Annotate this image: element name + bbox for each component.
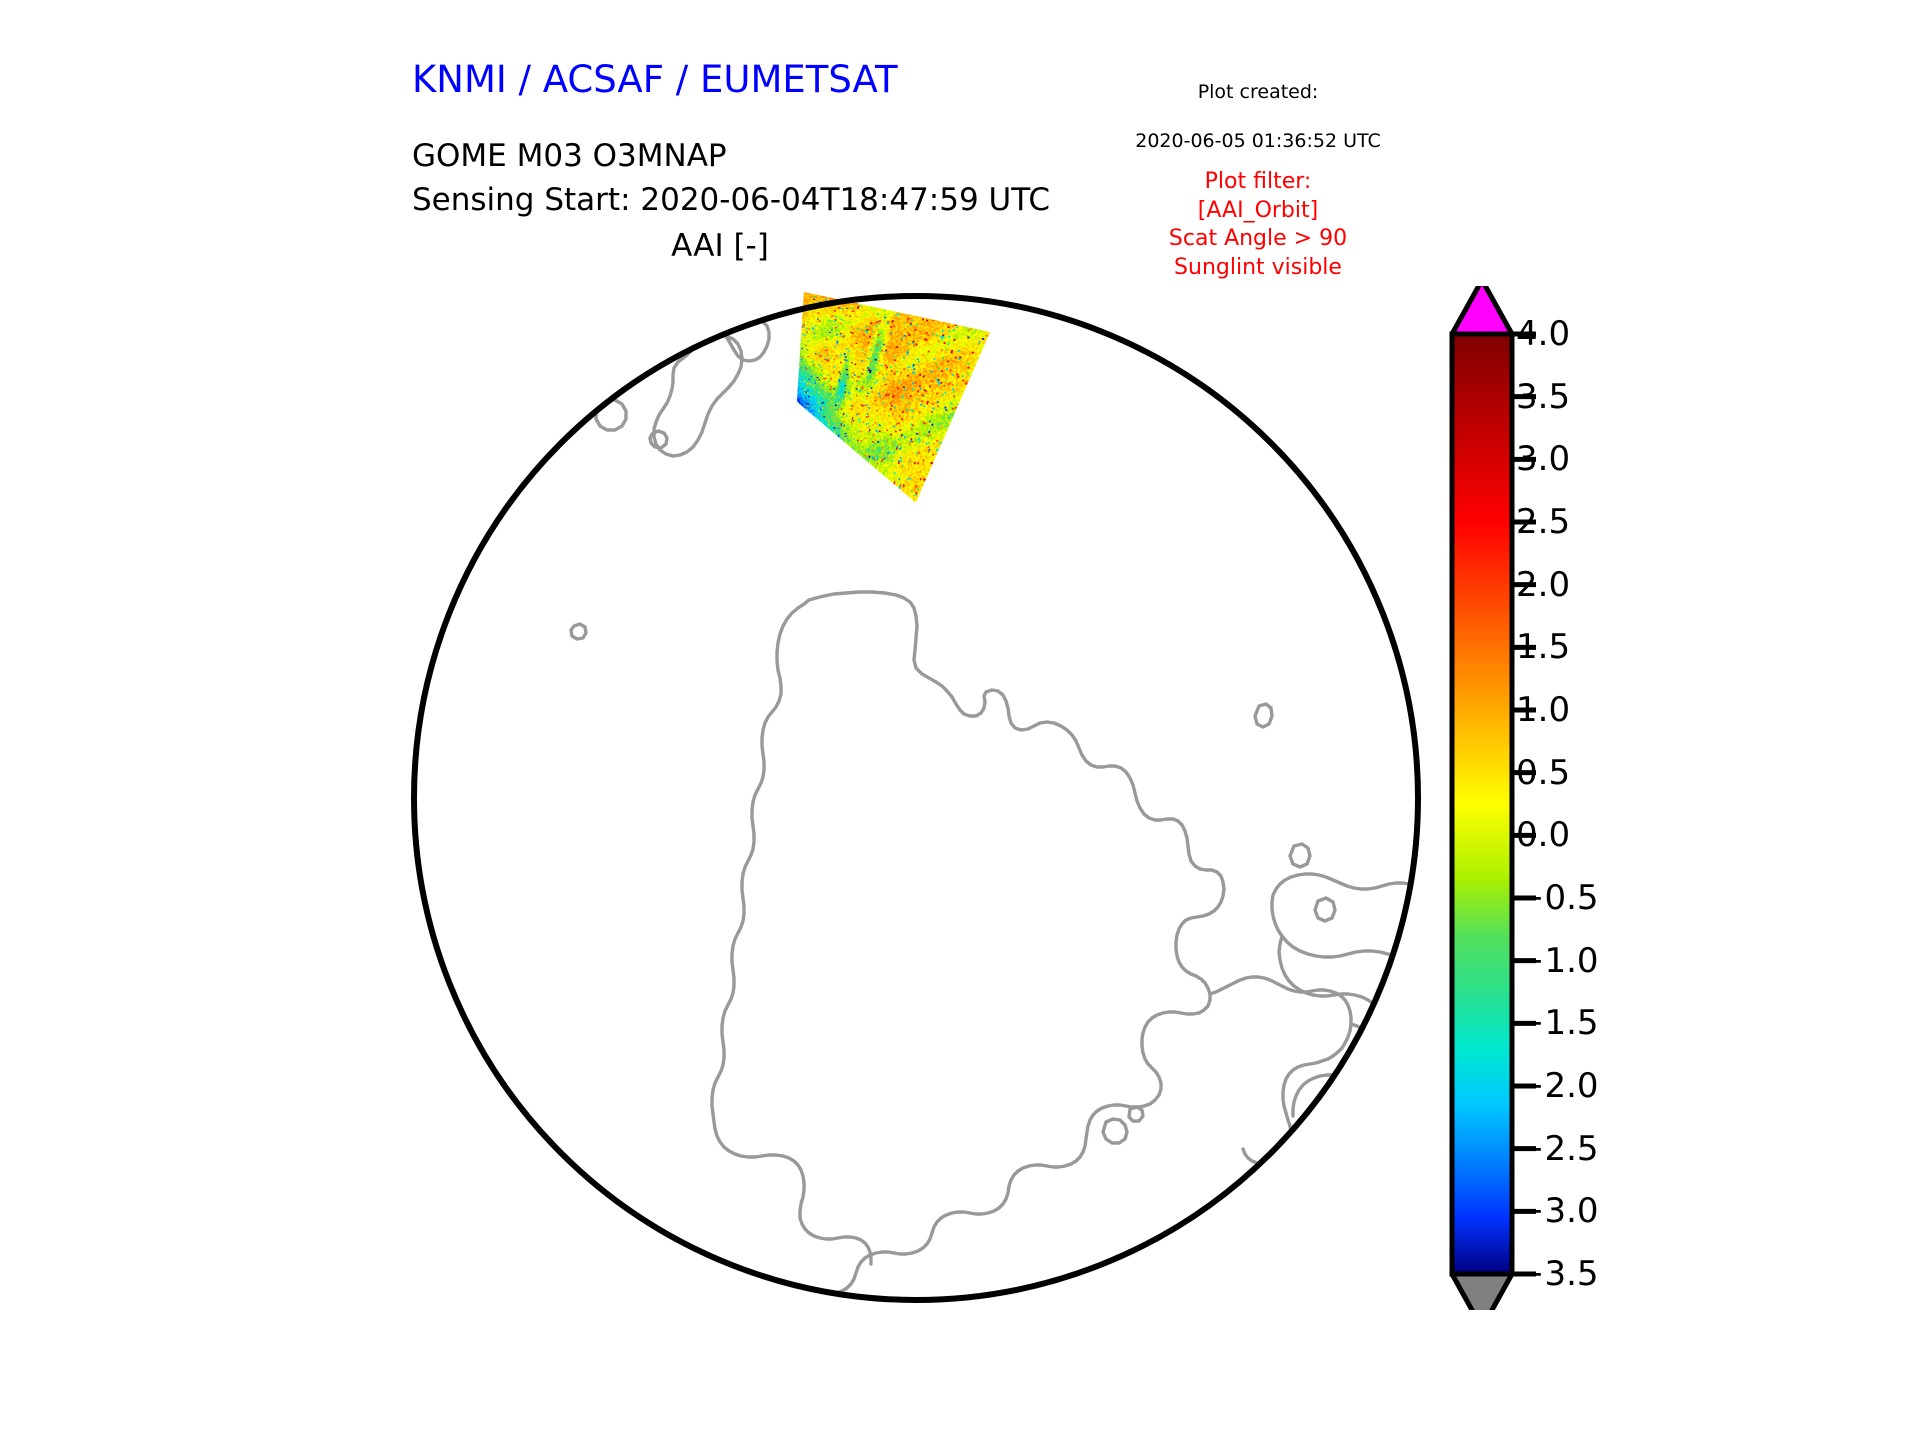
plot-created-block: Plot created: 2020-06-05 01:36:52 UTC <box>1058 56 1458 178</box>
polar-map <box>404 286 1428 1310</box>
satellite-swath <box>797 292 990 502</box>
product-title: GOME M03 O3MNAP <box>412 138 727 174</box>
plot-filter-block: Plot filter: [AAI_Orbit] Scat Angle > 90… <box>1058 168 1458 282</box>
plot-created-timestamp: 2020-06-05 01:36:52 UTC <box>1135 129 1381 152</box>
plot-created-label: Plot created: <box>1197 81 1319 104</box>
sensing-start-text: Sensing Start: 2020-06-04T18:47:59 UTC <box>412 182 1050 218</box>
agency-title: KNMI / ACSAF / EUMETSAT <box>412 58 898 101</box>
map-title: AAI [-] <box>671 228 769 264</box>
plot-filter-line-0: Plot filter: <box>1204 169 1312 194</box>
plot-filter-line-1: [AAI_Orbit] <box>1197 197 1319 223</box>
plot-filter-line-2: Scat Angle > 90 <box>1168 226 1348 252</box>
plot-filter-line-3: Sunglint visible <box>1174 254 1342 280</box>
